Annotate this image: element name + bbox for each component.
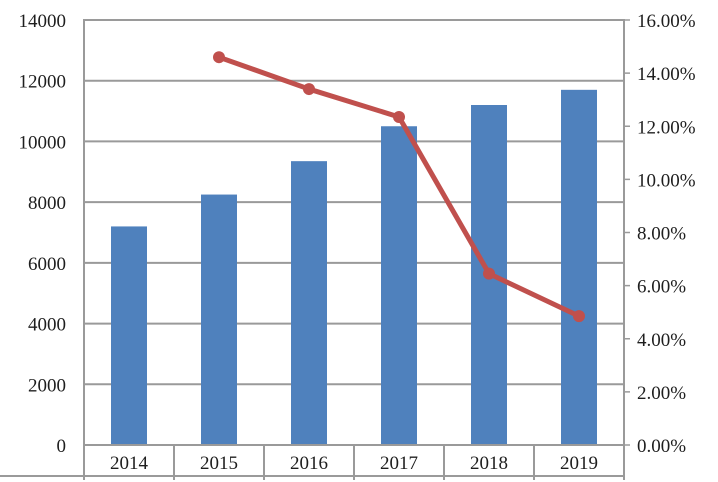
gridlines [84, 19, 624, 386]
x-axis-tick-label: 2014 [110, 453, 149, 474]
bar-series [111, 89, 597, 446]
bar-2019 [561, 89, 597, 446]
left-axis-tick-label: 4000 [28, 315, 66, 336]
x-axis-table: 2014 2015 2016 2017 2018 2019 [0, 444, 624, 480]
bar-2014 [111, 226, 147, 445]
left-axis-tick-label: 12000 [19, 72, 67, 93]
right-axis-tick-label: 8.00% [637, 224, 686, 245]
line-marker [393, 110, 405, 123]
x-axis-tick-label: 2017 [380, 453, 418, 474]
bar-2015 [201, 194, 237, 445]
right-axis-tick-label: 4.00% [637, 330, 686, 351]
left-axis-tick-label: 10000 [19, 132, 67, 153]
right-axis-tick-label: 0.00% [637, 436, 686, 457]
line-marker [573, 310, 585, 323]
right-y-axis: 0.00% 2.00% 4.00% 6.00% 8.00% 10.00% 12.00% 14.… [623, 11, 696, 480]
bar-2017 [381, 126, 417, 445]
x-axis-tick-label: 2015 [200, 453, 238, 474]
right-axis-tick-label: 14.00% [637, 64, 696, 85]
right-axis-tick-label: 2.00% [637, 383, 686, 404]
x-axis-tick-label: 2018 [470, 453, 508, 474]
line-marker [303, 83, 315, 96]
x-axis-tick-label: 2016 [290, 453, 328, 474]
left-axis-tick-label: 0 [57, 436, 67, 457]
x-axis-tick-label: 2019 [560, 453, 598, 474]
right-axis-tick-label: 6.00% [637, 277, 686, 298]
left-axis-tick-label: 14000 [19, 11, 67, 32]
left-axis-tick-label: 6000 [28, 254, 66, 275]
right-axis-tick-label: 12.00% [637, 117, 696, 138]
left-y-axis: 0 2000 4000 6000 8000 10000 12000 14000 [19, 11, 85, 480]
line-marker [483, 267, 495, 280]
right-axis-tick-label: 16.00% [637, 11, 696, 32]
left-axis-tick-label: 8000 [28, 193, 66, 214]
left-axis-tick-label: 2000 [28, 375, 66, 396]
bar-2016 [291, 161, 327, 446]
line-marker [213, 51, 225, 64]
right-axis-tick-label: 10.00% [637, 170, 696, 191]
line-series [213, 51, 585, 323]
